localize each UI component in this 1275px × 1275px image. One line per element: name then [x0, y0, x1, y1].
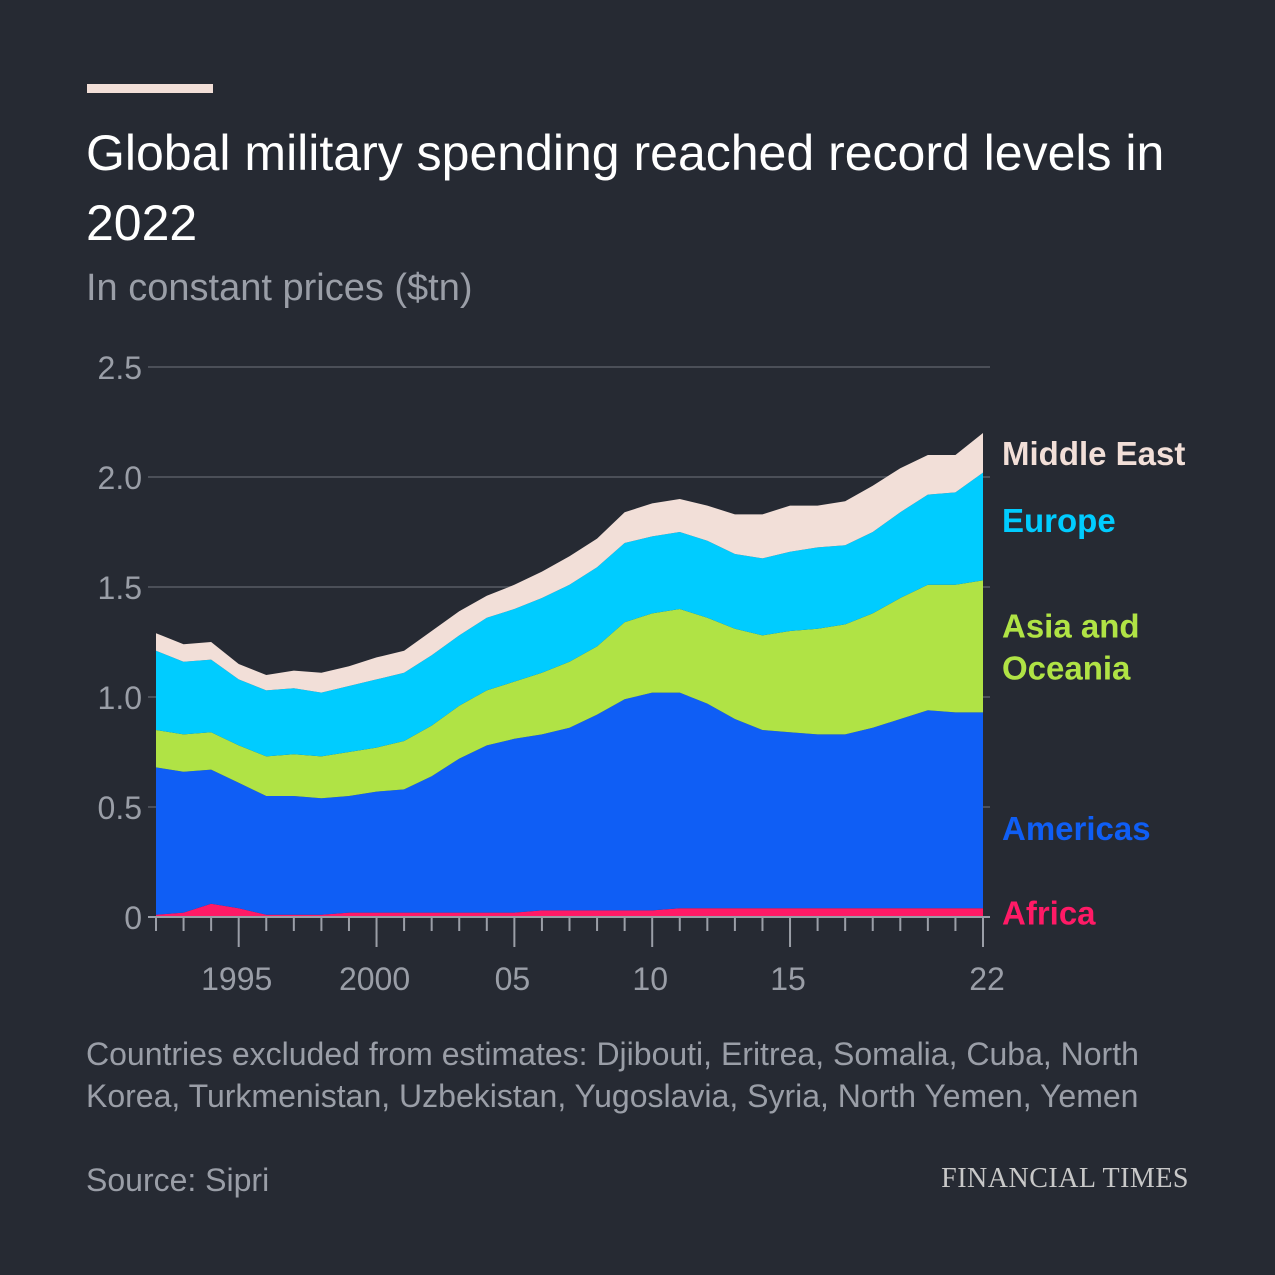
y-tick-label: 0: [124, 900, 142, 936]
y-tick-label: 1.5: [98, 570, 142, 606]
area-middle-east: [156, 433, 983, 693]
area-series: [156, 433, 983, 917]
header-rule: [87, 84, 213, 93]
x-tick-label: 22: [969, 961, 1005, 997]
area-americas: [156, 692, 983, 915]
legend-label: Middle East: [1002, 435, 1185, 472]
footnote: Countries excluded from estimates: Djibo…: [86, 1036, 1139, 1114]
y-axis-labels: 0 0.5 1.0 1.5 2.0 2.5: [98, 350, 142, 936]
y-tick-label: 1.0: [98, 680, 142, 716]
ft-logo: FINANCIAL TIMES: [941, 1163, 1189, 1194]
chart-subtitle: In constant prices ($tn): [86, 267, 473, 309]
area-asia-and-oceania: [156, 580, 983, 799]
source-note: Source: Sipri: [86, 1162, 270, 1198]
y-tick-label: 0.5: [98, 790, 142, 826]
chart-title: Global military spending reached record …: [86, 125, 1165, 251]
x-tick-label: 05: [495, 961, 531, 997]
x-axis: [148, 916, 990, 947]
x-tick-label: 2000: [339, 961, 410, 997]
x-tick-label: 15: [770, 961, 806, 997]
area-europe: [156, 472, 983, 757]
legend-label: Africa: [1002, 895, 1096, 932]
legend-label: Asia and Oceania: [1002, 607, 1140, 686]
legend-label: Americas: [1002, 810, 1151, 847]
y-tick-label: 2.0: [98, 460, 142, 496]
x-tick-label: 10: [632, 961, 668, 997]
direct-labels: Africa Americas Asia and Oceania Europe Middl…: [1002, 435, 1185, 932]
y-tick-label: 2.5: [98, 350, 142, 386]
x-axis-labels: 1995 2000 05 10 15 22: [201, 961, 1005, 997]
x-tick-label: 1995: [201, 961, 272, 997]
legend-label: Europe: [1002, 502, 1116, 539]
